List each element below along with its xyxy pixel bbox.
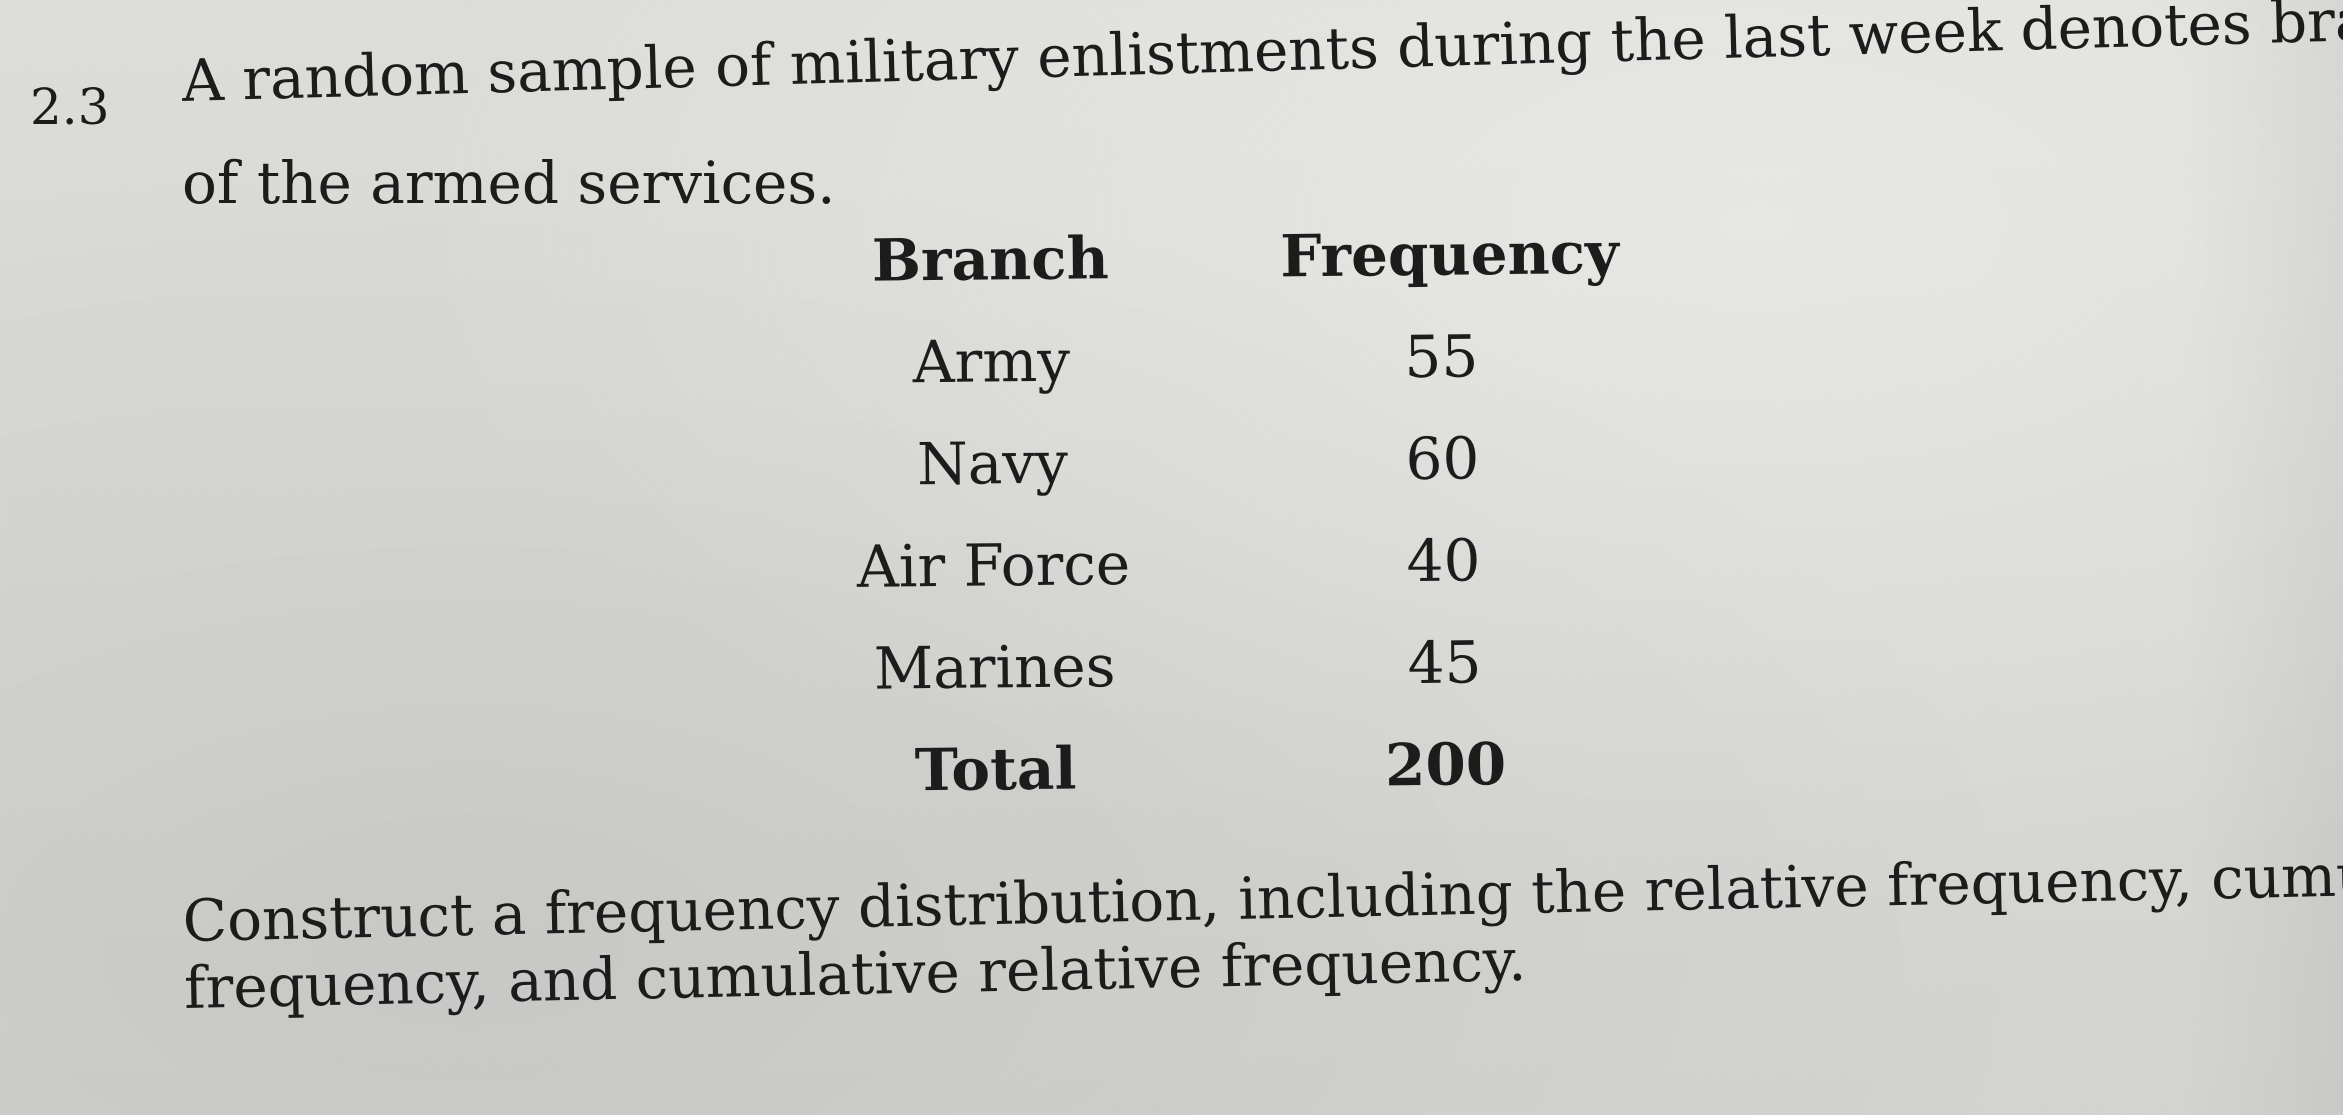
problem-number: 2.3 [30,78,110,136]
frequency-cell: 40 [1406,526,1481,596]
table-row: Air Force 40 [843,526,1624,638]
branch-cell: Navy [916,428,1069,499]
problem-intro-line-1: A random sample of military enlistments … [181,0,2343,115]
table-row: Navy 60 [842,424,1623,536]
branch-cell: Marines [873,632,1116,703]
table-total-row: Total 200 [845,730,1626,842]
header-branch: Branch [871,224,1110,295]
frequency-cell: 55 [1404,322,1479,392]
frequency-cell: 45 [1407,628,1482,698]
table-row: Marines 45 [844,628,1625,740]
table-row: Army 55 [841,322,1622,434]
header-frequency: Frequency [1279,218,1620,291]
problem-intro-line-2: of the armed services. [182,149,836,217]
total-frequency: 200 [1384,730,1507,800]
problem-instruction: Construct a frequency distribution, incl… [182,838,2343,1022]
table-header-row: Branch Frequency [840,218,1621,332]
page-shadow [2183,0,2343,1115]
branch-cell: Air Force [856,529,1131,601]
frequency-cell: 60 [1405,424,1480,494]
branch-cell: Army [912,326,1071,397]
frequency-table: Branch Frequency Army 55 Navy 60 Air For… [840,218,1626,842]
total-label: Total [914,734,1077,805]
